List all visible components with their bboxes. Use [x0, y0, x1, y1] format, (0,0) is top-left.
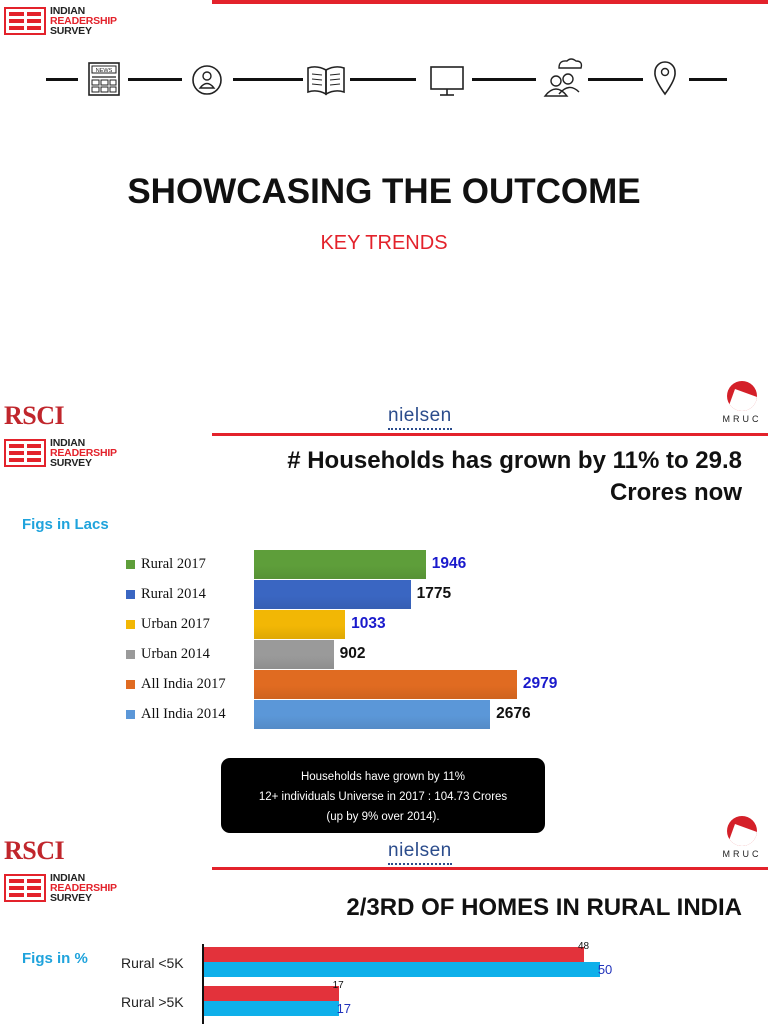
timeline-segment — [233, 78, 303, 81]
bar-value-label: 50 — [597, 962, 613, 977]
chart-bar — [254, 550, 426, 579]
bar-value-label: 1033 — [351, 615, 386, 632]
indian-readership-survey-logo: INDIAN READERSHIP SURVEY — [4, 6, 117, 36]
irs-logo-line-3: SURVEY — [50, 25, 92, 37]
irs-logo-line-3: SURVEY — [50, 892, 92, 904]
mruc-logo-icon — [727, 381, 757, 411]
timeline-segment — [472, 78, 536, 81]
svg-text:NEWS: NEWS — [96, 68, 113, 74]
slide-1-subtitle: KEY TRENDS — [320, 232, 448, 254]
category-label: Rural >5K — [121, 994, 184, 1010]
irs-logo-line-2: READERSHIP — [50, 15, 117, 27]
header-red-line — [212, 0, 768, 4]
irs-logo-line-1: INDIAN — [50, 872, 85, 884]
chart-bar — [254, 580, 411, 609]
legend-item: Rural 2017 — [126, 556, 206, 573]
irs-logo-line-1: INDIAN — [50, 437, 85, 449]
legend-label: Urban 2014 — [141, 646, 210, 662]
bar-value-label: 2676 — [496, 705, 531, 722]
header-red-line — [212, 433, 768, 436]
chart-axis-line — [202, 944, 204, 1024]
chart-bar — [254, 610, 346, 639]
irs-logo-line-2: READERSHIP — [50, 447, 117, 459]
irs-logo-line-2: READERSHIP — [50, 882, 117, 894]
irs-logo-line-3: SURVEY — [50, 457, 92, 469]
legend-swatch — [126, 620, 135, 629]
legend-swatch — [126, 650, 135, 659]
bar-value-label: 1775 — [416, 585, 452, 602]
legend-swatch — [126, 710, 135, 719]
timeline-segment — [350, 78, 416, 81]
nielsen-logo: nielsen — [388, 840, 452, 865]
chart-bar — [204, 947, 584, 962]
newspaper-icon: NEWS — [88, 62, 120, 96]
rsci-logo: RSCI — [4, 401, 65, 430]
rsci-logo: RSCI — [4, 836, 65, 865]
chart-bar — [254, 640, 334, 669]
legend-swatch — [126, 680, 135, 689]
cloud-people-icon — [543, 58, 583, 97]
figs-label: Figs in Lacs — [22, 516, 109, 533]
figs-label: Figs in % — [22, 950, 88, 967]
chart-bar — [204, 1001, 339, 1016]
irs-logo-icon — [4, 7, 46, 35]
open-book-icon — [307, 66, 345, 96]
timeline-segment — [46, 78, 78, 81]
indian-readership-survey-logo: INDIAN READERSHIP SURVEY — [4, 873, 117, 903]
slide-2-title-line-1: # Households has grown by 11% to 29.8 — [287, 447, 742, 474]
chart-bar — [204, 986, 339, 1001]
irs-logo-icon — [4, 439, 46, 467]
timeline-segment — [128, 78, 182, 81]
nielsen-logo: nielsen — [388, 405, 452, 430]
callout-line-2: 12+ individuals Universe in 2017 : 104.7… — [258, 791, 508, 803]
legend-item: Urban 2017 — [126, 616, 210, 633]
legend-swatch — [126, 590, 135, 599]
legend-label: All India 2014 — [141, 706, 226, 722]
indian-readership-survey-logo: INDIAN READERSHIP SURVEY — [4, 438, 117, 468]
mruc-logo-label: MRUC — [722, 414, 762, 424]
legend-label: Rural 2017 — [141, 556, 206, 572]
callout-line-3: (up by 9% over 2014). — [326, 811, 440, 823]
category-label: Rural <5K — [121, 955, 184, 971]
monitor-icon — [430, 66, 464, 96]
legend-label: Urban 2017 — [141, 616, 210, 632]
mruc-logo: MRUC — [716, 816, 768, 859]
irs-logo-icon — [4, 874, 46, 902]
legend-label: Rural 2014 — [141, 586, 206, 602]
chart-bar — [254, 700, 491, 729]
mruc-logo-label: MRUC — [722, 849, 762, 859]
person-icon — [192, 65, 222, 95]
bar-value-label: 2979 — [522, 675, 558, 692]
slide-2-title: # Households has grown by 11% to 29.8 Cr… — [220, 445, 742, 509]
legend-label: All India 2017 — [141, 676, 226, 692]
slide-1-title: SHOWCASING THE OUTCOME — [127, 172, 641, 211]
bar-value-label: 1946 — [431, 555, 467, 572]
chart-bar — [254, 670, 517, 699]
bar-value-label: 17 — [332, 980, 344, 991]
slide-3-title: 2/3RD OF HOMES IN RURAL INDIA — [346, 894, 742, 921]
bar-value-label: 902 — [339, 645, 366, 662]
legend-item: All India 2014 — [126, 706, 226, 723]
mruc-logo: MRUC — [716, 381, 768, 424]
legend-item: Urban 2014 — [126, 646, 210, 663]
timeline-segment — [588, 78, 643, 81]
legend-item: Rural 2014 — [126, 586, 206, 603]
timeline-segment — [689, 78, 727, 81]
slide-2-title-line-2: Crores now — [609, 479, 742, 506]
chart-bar — [204, 962, 600, 977]
bar-value-label: 48 — [578, 941, 590, 952]
header-red-line — [212, 867, 768, 870]
legend-swatch — [126, 560, 135, 569]
mruc-logo-icon — [727, 816, 757, 846]
households-callout: Households have grown by 11% 12+ individ… — [221, 758, 545, 833]
irs-logo-line-1: INDIAN — [50, 5, 85, 17]
location-pin-icon — [654, 61, 676, 96]
callout-line-1: Households have grown by 11% — [300, 771, 466, 783]
bar-value-label: 17 — [336, 1001, 352, 1016]
legend-item: All India 2017 — [126, 676, 226, 693]
